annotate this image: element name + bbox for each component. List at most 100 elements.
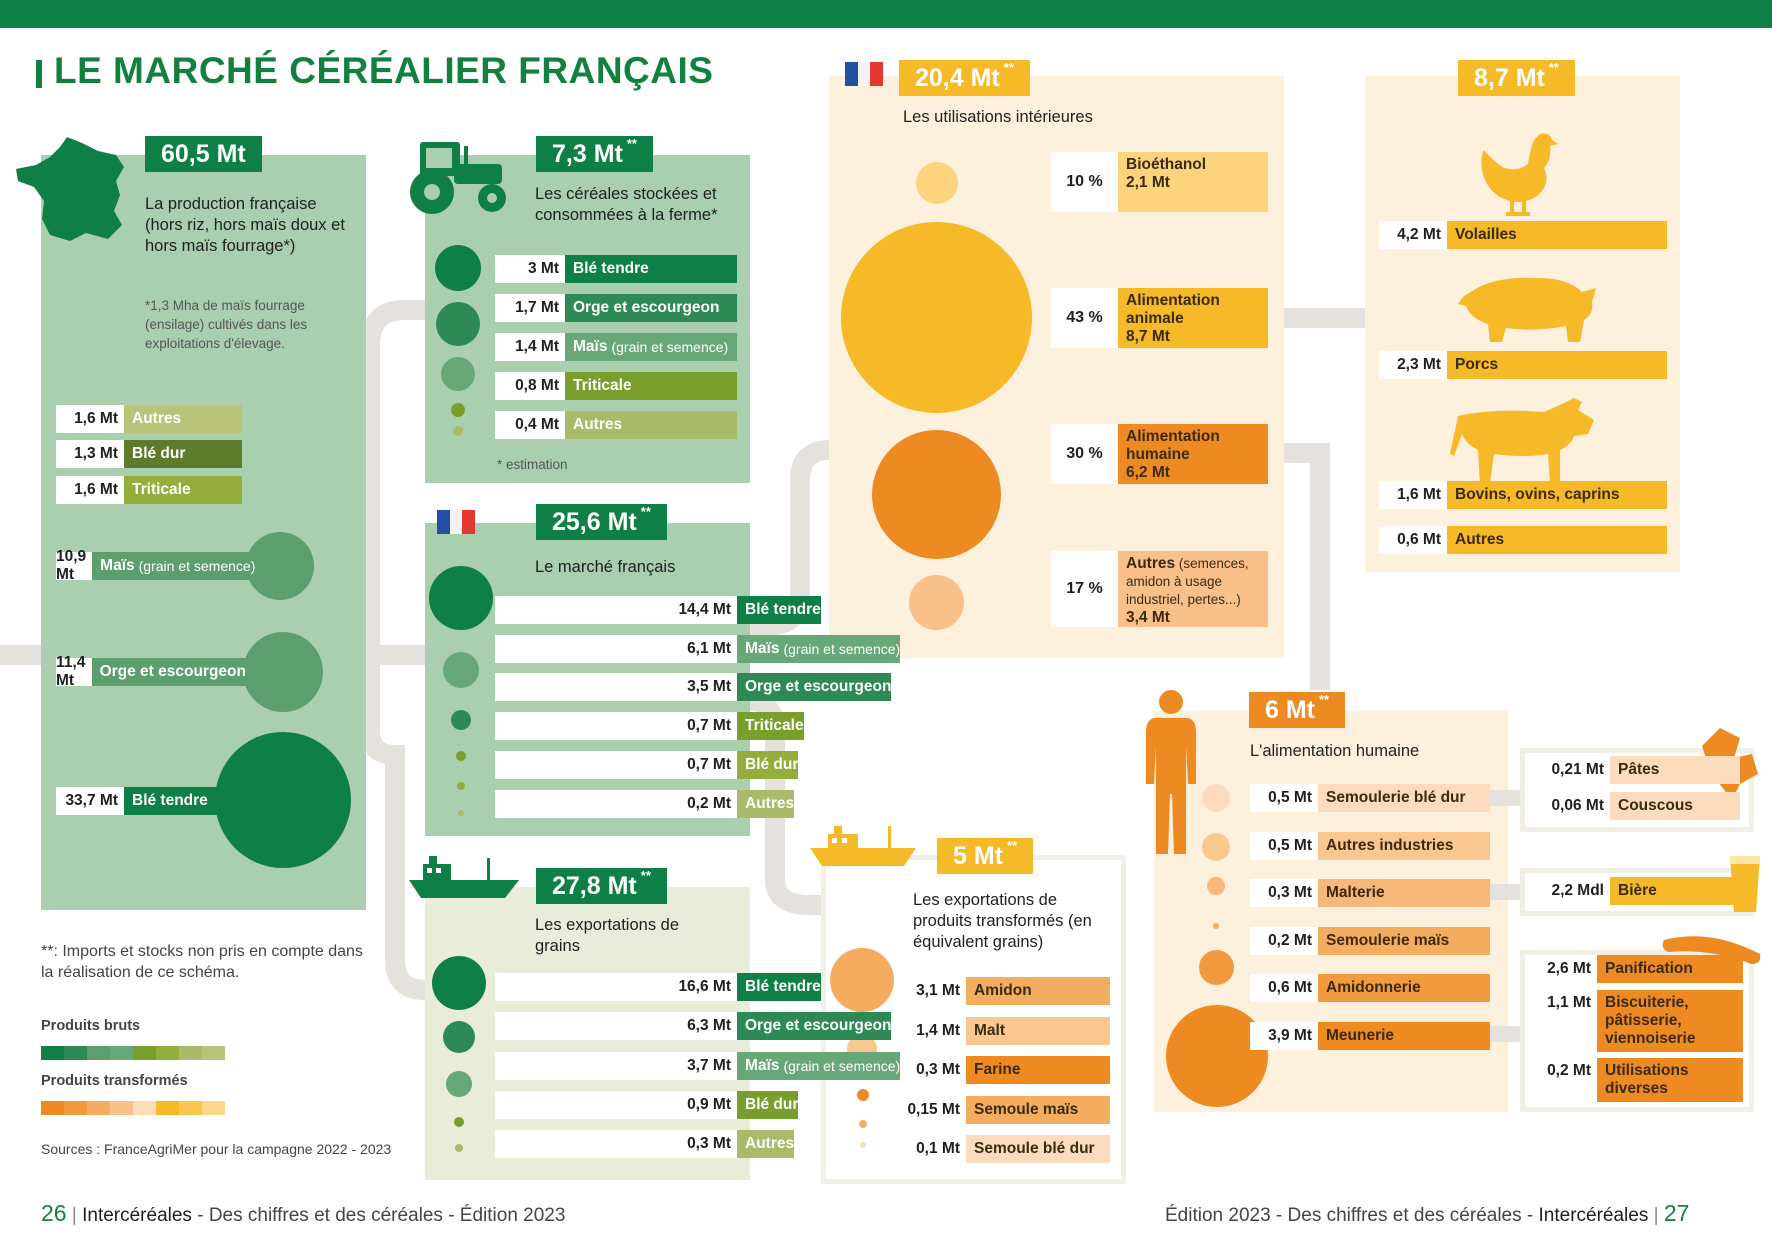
row-label-text: Bovins, ovins, caprins <box>1455 486 1620 503</box>
production-bubble <box>243 632 323 712</box>
value-row: 6,1 Mt Maïs (grain et semence) <box>495 634 901 663</box>
row-label: Panification <box>1597 955 1743 983</box>
market-bubble <box>456 751 466 761</box>
row-label-text: Orge et escourgeon <box>745 1017 892 1035</box>
footnote: **: Imports et stocks non pris en compte… <box>41 943 363 981</box>
value-row: 1,7 Mt Orge et escourgeon <box>495 294 737 322</box>
row-label-text: Orge et escourgeon <box>99 663 246 680</box>
value-row: 3 Mt Blé tendre <box>495 255 737 283</box>
row-label: Maïs (grain et semence) <box>737 1051 901 1080</box>
row-label-text: Triticale <box>573 377 632 394</box>
semoule-ble-dur-bubble <box>860 1142 866 1148</box>
value-row: 3,9 Mt Meunerie <box>1250 1021 1490 1050</box>
value-row: 0,8 Mt Triticale <box>495 372 737 400</box>
value-row: 0,9 Mt Blé dur <box>495 1090 799 1119</box>
row-value: 0,21 Mt <box>1533 756 1610 784</box>
interior-label: Bioéthanol 2,1 Mt <box>1118 152 1268 212</box>
legend-processed-swatches <box>41 1101 225 1115</box>
row-label: Orge et escourgeon <box>737 1012 892 1041</box>
legend-swatch <box>87 1101 110 1115</box>
interior-label-detail: (semences, amidon à usage industriel, pe… <box>1126 556 1249 607</box>
row-label: Couscous <box>1610 792 1740 820</box>
french-flag-icon <box>845 62 884 86</box>
value-row: 0,06 Mt Couscous <box>1533 792 1740 820</box>
row-value: 0,7 Mt <box>495 750 737 779</box>
value-row: 4,2 Mt Volailles <box>1379 221 1667 249</box>
human-description: L'alimentation humaine <box>1250 742 1420 760</box>
row-label-text: Bière <box>1618 882 1657 899</box>
row-label-text: Utilisations diverses <box>1605 1062 1689 1097</box>
value-row: 6,3 Mt Orge et escourgeon <box>495 1012 892 1041</box>
value-row: 10,9 Mt Maïs (grain et semence) <box>56 548 256 583</box>
market-description: Le marché français <box>535 558 676 576</box>
market-bubble <box>429 566 493 630</box>
row-label: Amidon <box>966 977 1110 1005</box>
market-bubble <box>458 810 464 816</box>
value-row: 33,7 Mt Blé tendre <box>56 787 246 815</box>
row-value: 4,2 Mt <box>1379 221 1447 249</box>
interior-label-text: Autres <box>1126 555 1176 572</box>
legend-swatch <box>179 1046 202 1060</box>
legend-raw-swatches <box>41 1046 225 1060</box>
row-value: 1,6 Mt <box>1379 481 1447 509</box>
row-label-text: Triticale <box>745 717 804 735</box>
interior-amount: 3,4 Mt <box>1126 609 1170 626</box>
farm-bubble <box>451 403 465 417</box>
row-label: Autres <box>1447 526 1667 554</box>
row-value: 3,9 Mt <box>1250 1021 1318 1050</box>
amidon-bubble <box>830 948 894 1012</box>
exports-grains-bubble <box>446 1071 472 1097</box>
row-label: Blé tendre <box>737 973 821 1001</box>
value-row: 0,5 Mt Autres industries <box>1250 831 1490 860</box>
row-label: Maïs (grain et semence) <box>92 552 256 580</box>
top-bar <box>0 0 1772 28</box>
row-value: 2,2 Mdl <box>1533 877 1610 905</box>
sources: Sources : FranceAgriMer pour la campagne… <box>41 1141 392 1157</box>
exports-grains-bubble <box>454 1117 464 1127</box>
legend-processed-label: Produits transformés <box>41 1073 188 1089</box>
cargo-ship-icon <box>409 856 519 898</box>
value-row: 0,3 Mt Malterie <box>1250 879 1490 907</box>
cargo-ship-icon <box>810 826 916 866</box>
exports-grains-bubble <box>455 1144 463 1152</box>
market-bubble <box>443 652 479 688</box>
row-label: Semoule blé dur <box>966 1135 1110 1163</box>
interior-label-text: Alimentation humaine <box>1126 428 1220 463</box>
legend-swatch <box>202 1046 225 1060</box>
value-row: 0,4 Mt Autres <box>495 411 737 439</box>
row-label: Utilisations diverses <box>1597 1058 1743 1102</box>
legend-swatch <box>179 1101 202 1115</box>
row-label-detail: (grain et semence) <box>611 339 729 355</box>
row-label-text: Blé tendre <box>132 792 208 809</box>
row-label-text: Blé dur <box>745 755 799 773</box>
interior-percentage: 10 % <box>1051 152 1118 212</box>
legend-raw-label: Produits bruts <box>41 1018 141 1034</box>
value-row: 1,6 Mt Bovins, ovins, caprins <box>1379 481 1667 509</box>
row-value: 0,9 Mt <box>495 1090 737 1119</box>
row-label-text: Semoulerie maïs <box>1326 931 1450 949</box>
legend-swatch <box>110 1101 133 1115</box>
row-label-text: Autres <box>745 794 795 812</box>
market-bubble <box>451 710 471 730</box>
row-label-text: Biscuiterie, pâtisserie, viennoiserie <box>1605 994 1696 1047</box>
row-value: 0,2 Mt <box>495 789 737 818</box>
interior-label: Alimentation animale 8,7 Mt <box>1118 288 1268 348</box>
row-label-detail: (grain et semence) <box>783 1057 901 1074</box>
value-row: 2,2 Mdl Bière <box>1533 877 1740 905</box>
row-label-text: Maïs <box>100 557 135 574</box>
row-label-text: Semoulerie blé dur <box>1326 789 1466 806</box>
human-food-bubble <box>872 430 1001 559</box>
row-label: Maïs (grain et semence) <box>565 333 737 361</box>
row-label: Blé tendre <box>565 255 737 283</box>
value-row: 14,4 Mt Blé tendre <box>495 596 821 624</box>
row-label-text: Autres <box>132 410 182 427</box>
value-row: 0,7 Mt Blé dur <box>495 750 799 779</box>
row-value: 1,4 Mt <box>495 333 565 361</box>
row-label: Triticale <box>737 712 804 741</box>
interior-label: Autres (semences, amidon à usage industr… <box>1118 551 1268 627</box>
animal-total: 8,7 Mt ** <box>1458 60 1575 96</box>
row-value: 33,7 Mt <box>56 787 124 815</box>
row-label-text: Semoule blé dur <box>974 1140 1095 1157</box>
farine-bubble <box>857 1089 869 1101</box>
